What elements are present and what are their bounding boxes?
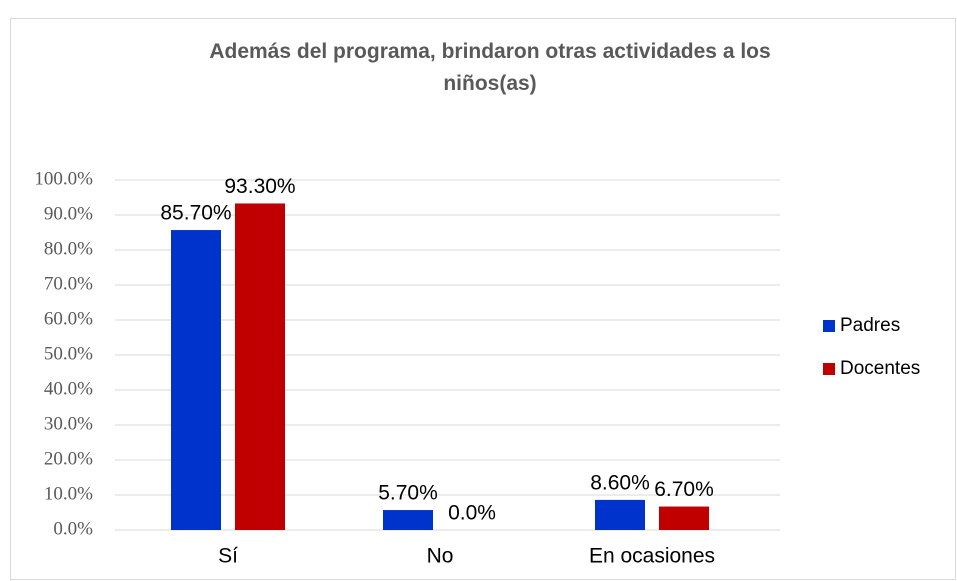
legend-label: Docentes [840, 358, 920, 379]
x-tick-label: En ocasiones [589, 545, 715, 568]
bar [171, 230, 221, 531]
y-tick-label: 40.0% [44, 378, 93, 399]
value-label: 93.30% [224, 175, 295, 198]
y-tick-label: 10.0% [44, 483, 93, 504]
y-tick-label: 50.0% [44, 343, 93, 364]
value-label: 8.60% [590, 471, 650, 494]
chart-title: Además del programa, brindaron otras act… [209, 40, 771, 95]
y-tick-label: 20.0% [44, 448, 93, 469]
chart-border [10, 18, 956, 580]
bar [659, 506, 709, 530]
value-label: 5.70% [378, 482, 438, 505]
bar [595, 499, 645, 530]
y-tick-label: 100.0% [34, 168, 93, 189]
legend-swatch [823, 320, 835, 332]
bar [235, 203, 285, 530]
y-tick-label: 60.0% [44, 308, 93, 329]
y-tick-label: 90.0% [44, 203, 93, 224]
legend-label: Padres [840, 315, 900, 336]
y-tick-label: 80.0% [44, 238, 93, 259]
value-label: 0.0% [448, 502, 496, 525]
legend-swatch [823, 363, 835, 375]
x-tick-label: Sí [218, 545, 238, 568]
value-label: 6.70% [654, 478, 714, 501]
bar [383, 510, 433, 530]
y-tick-label: 70.0% [44, 273, 93, 294]
y-tick-label: 30.0% [44, 413, 93, 434]
x-tick-label: No [427, 545, 454, 568]
value-label: 85.70% [160, 202, 231, 225]
y-tick-label: 0.0% [53, 518, 93, 539]
